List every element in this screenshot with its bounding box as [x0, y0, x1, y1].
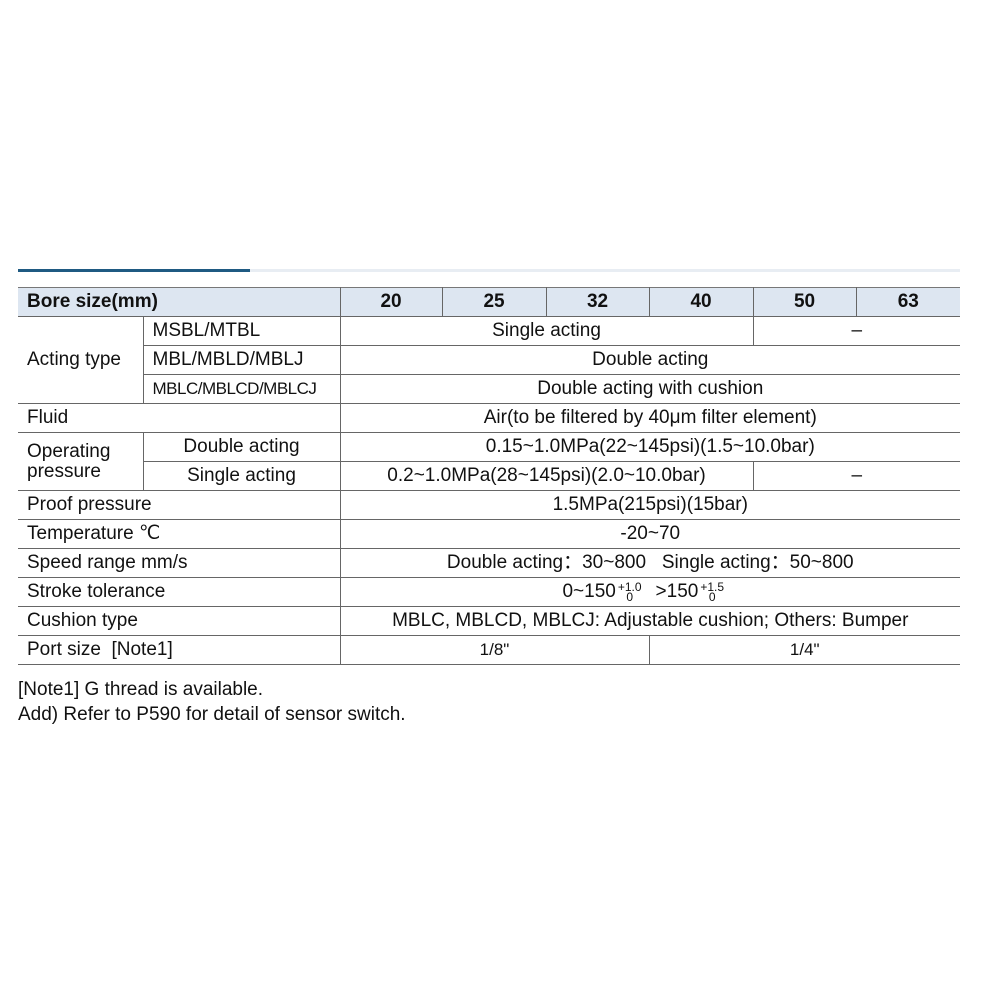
table-row: Acting type MSBL/MTBL Single acting – [18, 316, 961, 404]
bore-size-label: Bore size(mm) [18, 287, 341, 317]
double-acting-pressure: 0.15~1.0MPa(22~145psi)(1.5~10.0bar) [339, 432, 961, 462]
section-rule [18, 269, 960, 272]
stroke-range-b: >150 [655, 581, 699, 602]
single-acting-pressure: 0.2~1.0MPa(28~145psi)(2.0~10.0bar) [339, 461, 754, 491]
header-row: Bore size(mm) 20 25 32 40 50 63 [18, 287, 961, 317]
note-1: [Note1] G thread is available. [18, 679, 264, 700]
cushion-type-label: Cushion type [18, 606, 341, 636]
tolerance-upper: +1.5 [700, 580, 725, 594]
stroke-tolerance-value: 0~150 +1.0 0 >150 +1.5 0 [339, 577, 961, 607]
section-rule-accent [18, 269, 250, 272]
note-add: Add) Refer to P590 for detail of sensor … [18, 704, 406, 725]
port-size-small: 1/8" [339, 635, 650, 665]
bore-20: 20 [339, 287, 443, 317]
acting-value: Double acting with cushion [339, 374, 961, 404]
model-label: MBLC/MBLCD/MBLCJ [143, 374, 341, 404]
single-acting-pressure-large: – [752, 461, 961, 491]
tolerance-a: +1.0 0 [617, 580, 642, 604]
bore-50: 50 [752, 287, 857, 317]
proof-pressure-value: 1.5MPa(215psi)(15bar) [339, 490, 961, 520]
stroke-tolerance-label: Stroke tolerance [18, 577, 341, 607]
acting-type-label: Acting type [18, 316, 144, 404]
proof-pressure-label: Proof pressure [18, 490, 341, 520]
stroke-range-a: 0~150 [562, 581, 616, 602]
bore-25: 25 [441, 287, 547, 317]
bore-40: 40 [648, 287, 754, 317]
table-row: MBLC/MBLCD/MBLCJ Double acting with cush… [18, 374, 961, 404]
acting-value: Double acting [339, 345, 961, 375]
specifications-table: Bore size(mm) 20 25 32 40 50 63 Acting t… [18, 287, 961, 665]
bore-32: 32 [545, 287, 650, 317]
temperature-label: Temperature ℃ [18, 519, 341, 549]
table-row: MBL/MBLD/MBLJ Double acting [18, 345, 961, 375]
acting-value-large: – [752, 316, 961, 346]
port-size-label: Port size [Note1] [18, 635, 341, 665]
fluid-value: Air(to be filtered by 40μm filter elemen… [339, 403, 961, 433]
table-row: Single acting 0.2~1.0MPa(28~145psi)(2.0~… [18, 461, 961, 491]
fluid-label: Fluid [18, 403, 341, 433]
bore-63: 63 [855, 287, 961, 317]
model-label: MSBL/MTBL [142, 316, 341, 346]
table-row: Temperature ℃ -20~70 [18, 519, 961, 549]
tolerance-b: +1.5 0 [700, 580, 725, 604]
operating-pressure-label: Operating pressure [18, 432, 144, 491]
table-row: Stroke tolerance 0~150 +1.0 0 >150 +1.5 0 [18, 577, 961, 607]
table-row: Speed range mm/s Double acting：30~800 Si… [18, 548, 961, 578]
acting-value: Single acting [339, 316, 754, 346]
speed-range-value: Double acting：30~800 Single acting：50~80… [339, 548, 961, 578]
port-size-large: 1/4" [648, 635, 961, 665]
tolerance-lower: 0 [708, 590, 716, 604]
single-acting-label: Single acting [143, 461, 341, 491]
model-label: MBL/MBLD/MBLJ [143, 345, 341, 375]
notes: [Note1] G thread is available. Add) Refe… [18, 677, 406, 727]
cushion-type-value: MBLC, MBLCD, MBLCJ: Adjustable cushion; … [339, 606, 961, 636]
table-row: Fluid Air(to be filtered by 40μm filter … [18, 403, 961, 433]
speed-range-label: Speed range mm/s [18, 548, 341, 578]
temperature-value: -20~70 [339, 519, 961, 549]
table-row: Cushion type MBLC, MBLCD, MBLCJ: Adjusta… [18, 606, 961, 636]
tolerance-upper: +1.0 [617, 580, 642, 594]
table-row: Proof pressure 1.5MPa(215psi)(15bar) [18, 490, 961, 520]
double-acting-label: Double acting [142, 432, 341, 462]
tolerance-lower: 0 [626, 590, 634, 604]
table-row: Port size [Note1] 1/8" 1/4" [18, 635, 961, 665]
table-row: Operating pressure Double acting 0.15~1.… [18, 432, 961, 491]
